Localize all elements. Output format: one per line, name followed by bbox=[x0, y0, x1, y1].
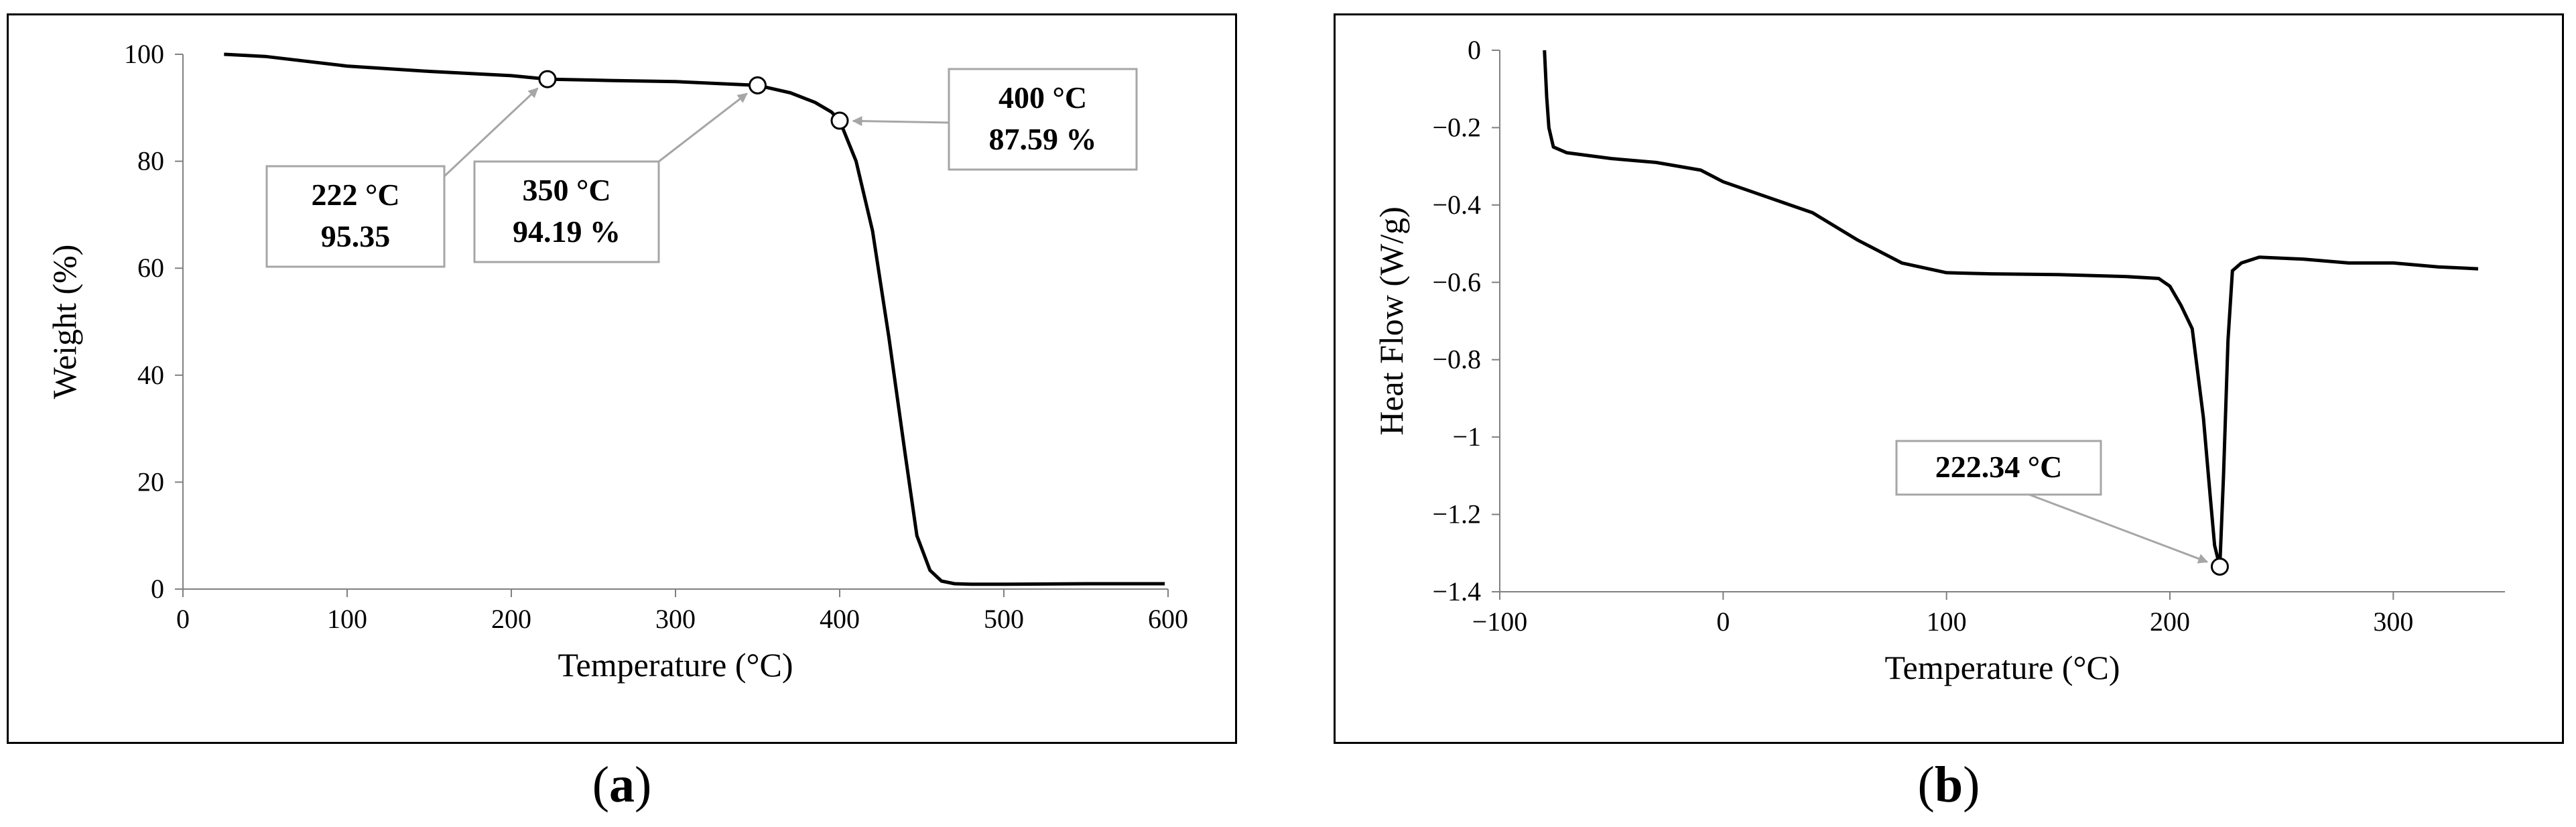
y-tick-label: −0.4 bbox=[1432, 190, 1481, 220]
x-tick-label: 400 bbox=[820, 604, 860, 634]
x-tick-label: 300 bbox=[2373, 607, 2413, 637]
x-tick-label: 100 bbox=[327, 604, 367, 634]
y-tick-label: 0 bbox=[151, 574, 164, 604]
y-tick-label: 0 bbox=[1468, 35, 1481, 65]
annotation-arrow bbox=[443, 87, 539, 178]
x-tick-label: 600 bbox=[1148, 604, 1188, 634]
x-tick-label: 200 bbox=[2150, 607, 2190, 637]
annotation-marker bbox=[830, 111, 849, 130]
annotation-marker bbox=[538, 70, 557, 88]
annotation-marker bbox=[2210, 557, 2229, 576]
annotation-box bbox=[948, 68, 1138, 171]
y-tick-label: 60 bbox=[137, 253, 164, 283]
panel-b-sublabel: (b) bbox=[1917, 757, 1980, 813]
y-tick-label: −1 bbox=[1452, 422, 1481, 452]
annotation-label: 400 °C bbox=[999, 80, 1087, 115]
chart-b: −100 0 100 200 300 0 −0.2 −0.4 −0.6 −0.8 −1 −1.2 −1.… bbox=[1372, 35, 2505, 686]
annotation-label: 222 °C bbox=[311, 178, 399, 212]
annotation-label: 87.59 % bbox=[989, 122, 1097, 156]
y-tick-label: 20 bbox=[137, 466, 164, 497]
y-axis-title: Heat Flow (W/g) bbox=[1372, 206, 1410, 436]
annotation-box bbox=[1895, 440, 2102, 496]
annotation-label: 350 °C bbox=[522, 173, 610, 207]
annotation-label: 222.34 °C bbox=[1935, 450, 2063, 484]
annotation-marker bbox=[749, 76, 767, 94]
chart-a: 0 100 200 300 400 500 600 0 20 40 60 80 100 Temperatu… bbox=[46, 39, 1188, 684]
y-tick-label: 80 bbox=[137, 146, 164, 176]
annotation-arrow bbox=[658, 92, 748, 163]
x-tick-label: −100 bbox=[1472, 607, 1528, 637]
annotation-box bbox=[265, 165, 446, 268]
series-line bbox=[1543, 50, 2479, 568]
y-tick-label: −1.2 bbox=[1432, 499, 1481, 529]
y-tick-label: −1.4 bbox=[1432, 576, 1481, 607]
y-tick-label: 40 bbox=[137, 360, 164, 390]
annotation-arrow bbox=[2028, 493, 2209, 564]
annotation-label: 94.19 % bbox=[513, 214, 621, 249]
y-tick-label: −0.6 bbox=[1432, 267, 1481, 297]
panel-a: 0 100 200 300 400 500 600 0 20 40 60 80 100 Temperatu… bbox=[7, 13, 1237, 744]
x-tick-label: 0 bbox=[1716, 607, 1730, 637]
y-tick-label: −0.8 bbox=[1432, 344, 1481, 375]
y-axis-title: Weight (%) bbox=[46, 245, 83, 399]
panel-b: −100 0 100 200 300 0 −0.2 −0.4 −0.6 −0.8 −1 −1.2 −1.… bbox=[1334, 13, 2564, 744]
x-axis-title: Temperature (°C) bbox=[558, 646, 793, 684]
x-tick-label: 0 bbox=[176, 604, 190, 634]
y-tick-label: 100 bbox=[124, 39, 164, 69]
x-tick-label: 300 bbox=[655, 604, 696, 634]
panel-a-sublabel: (a) bbox=[592, 757, 652, 813]
x-tick-label: 500 bbox=[984, 604, 1024, 634]
x-axis-title: Temperature (°C) bbox=[1884, 649, 2120, 686]
y-tick-label: −0.2 bbox=[1432, 112, 1481, 142]
annotation-box bbox=[473, 160, 660, 263]
annotation-label: 95.35 bbox=[321, 219, 391, 253]
annotation-arrow bbox=[852, 116, 950, 127]
x-tick-label: 100 bbox=[1927, 607, 1967, 637]
x-tick-label: 200 bbox=[491, 604, 531, 634]
